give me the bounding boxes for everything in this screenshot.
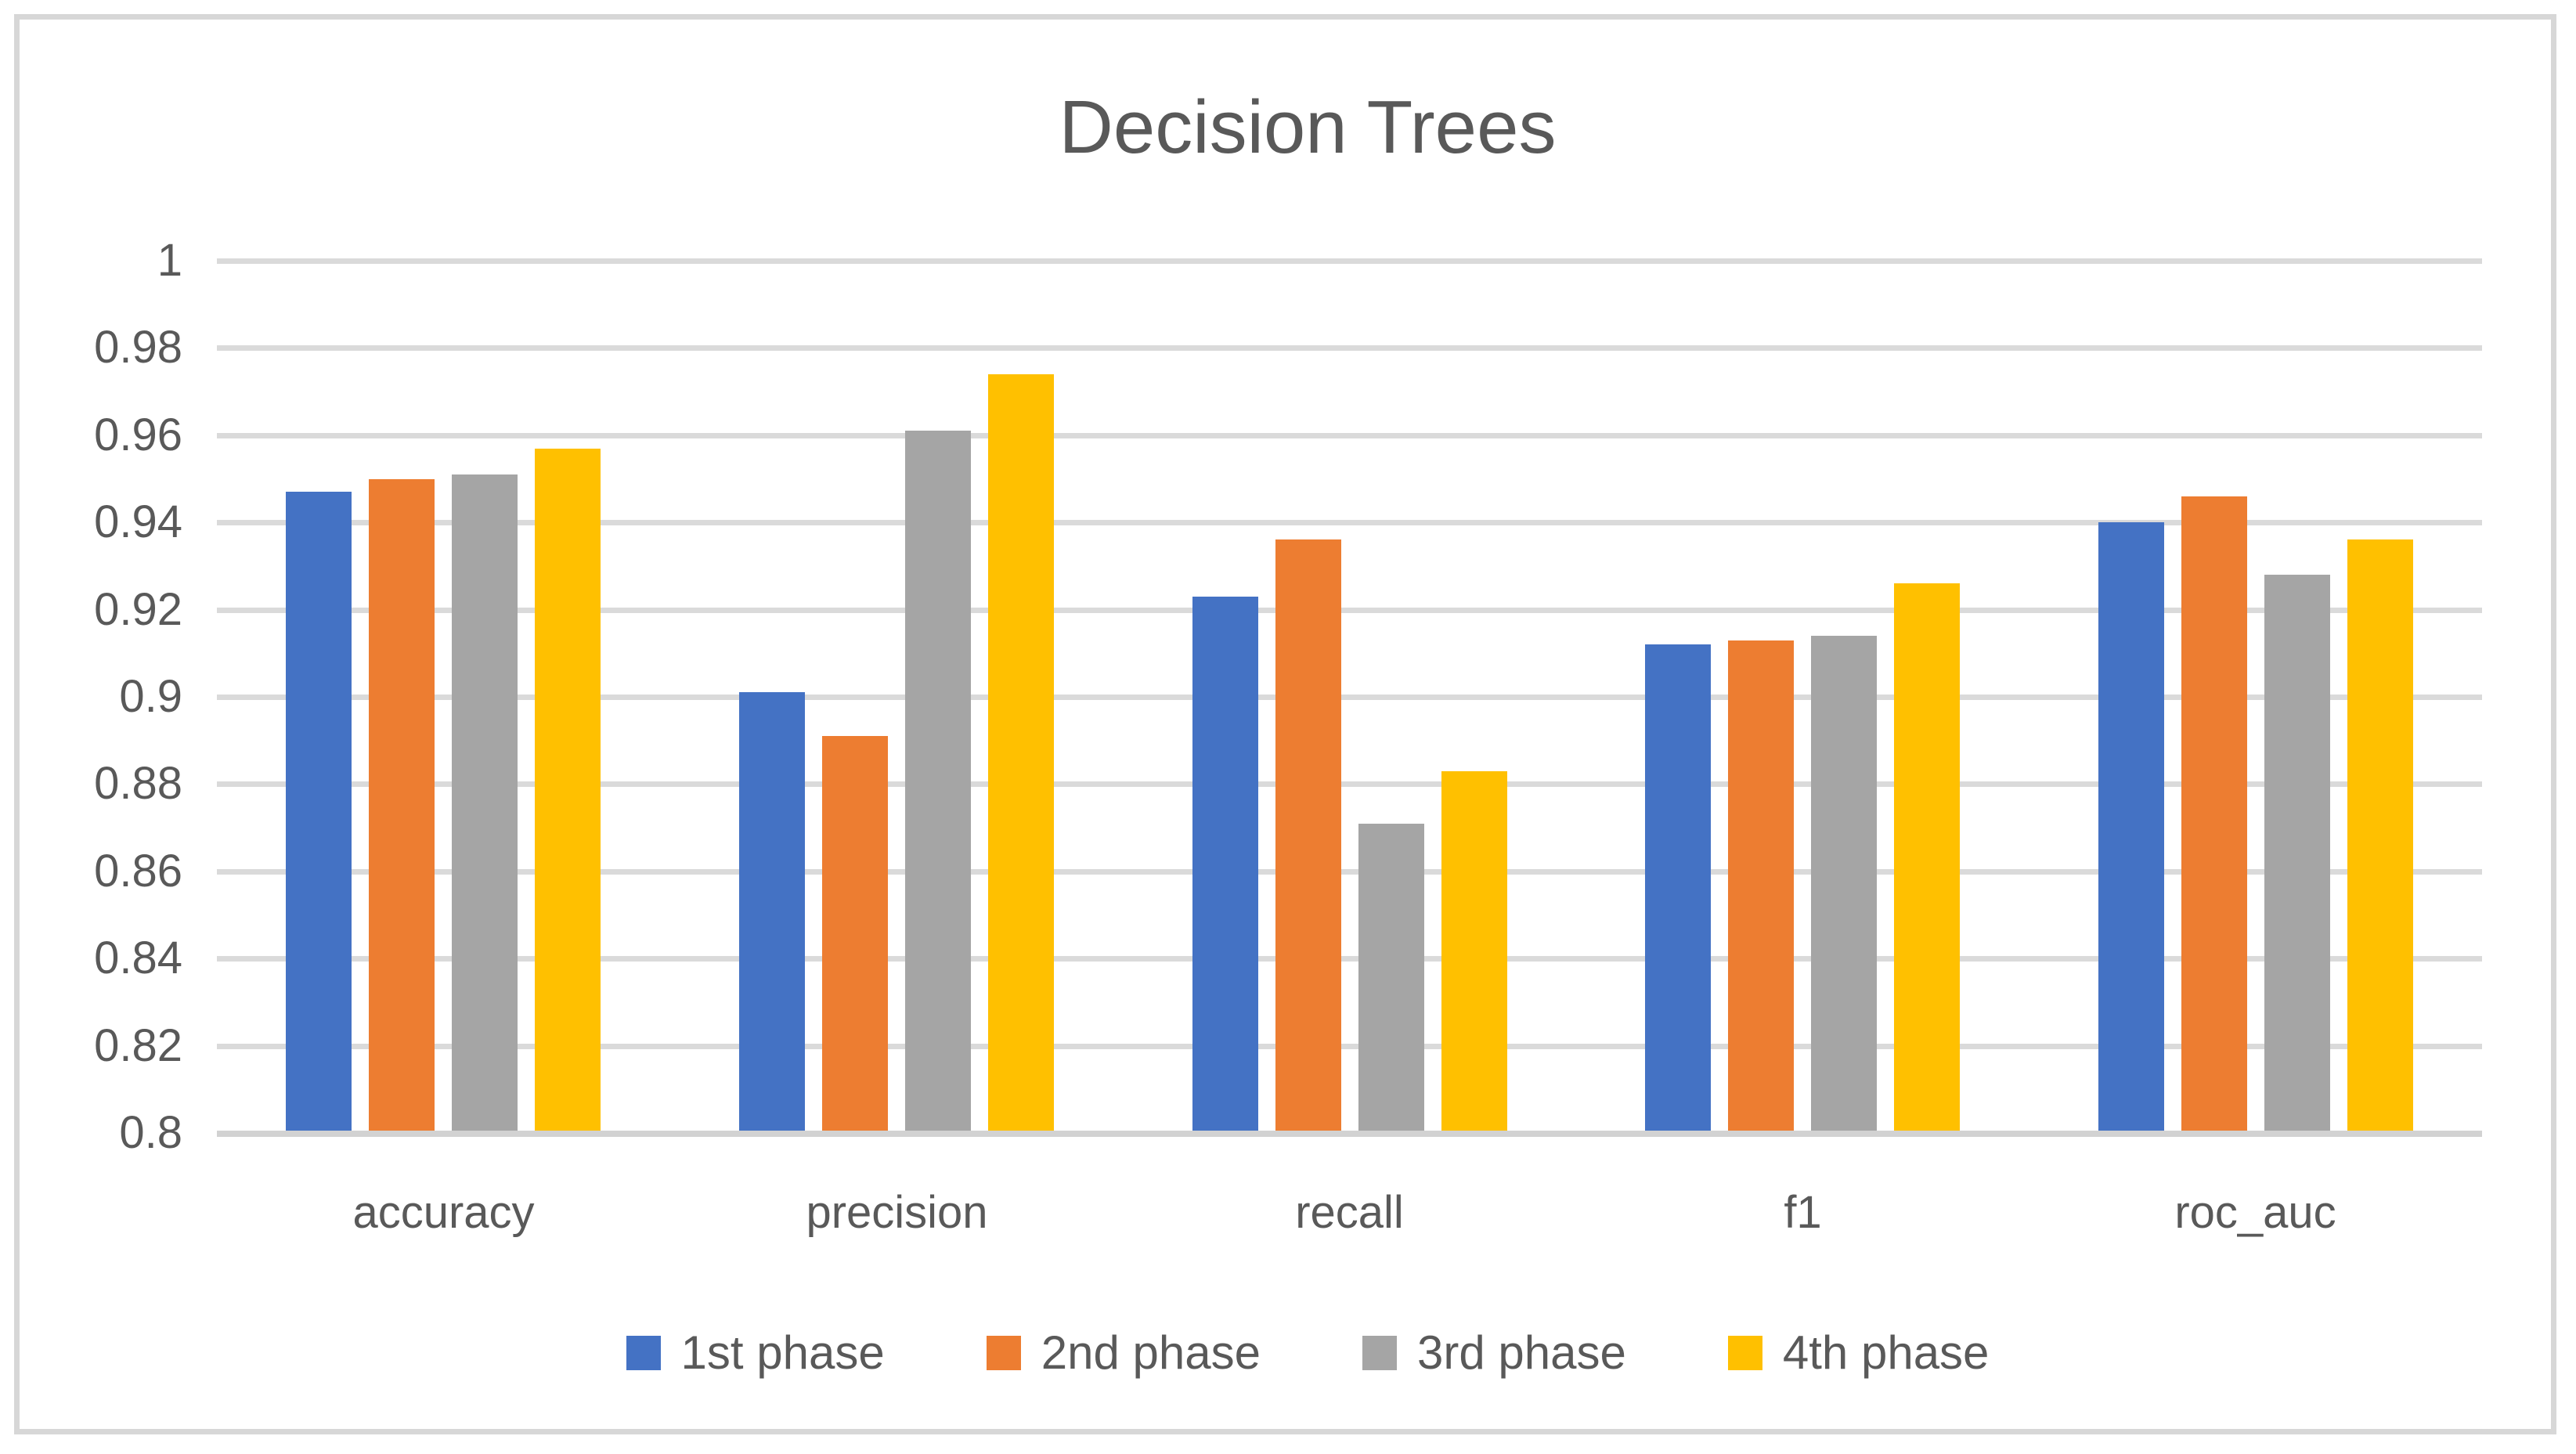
gridline — [217, 956, 2482, 962]
legend-swatch-icon — [626, 1336, 661, 1370]
y-axis-tick-label: 0.92 — [94, 584, 182, 635]
y-axis-tick-label: 0.86 — [94, 846, 182, 897]
y-axis-tick-label: 0.94 — [94, 496, 182, 547]
y-axis-tick-label: 0.88 — [94, 758, 182, 809]
bar-recall-4th-phase — [1441, 771, 1507, 1133]
bar-f1-4th-phase — [1894, 583, 1960, 1133]
x-axis-category-label: roc_auc — [2174, 1187, 2336, 1238]
bar-precision-4th-phase — [988, 374, 1054, 1133]
y-axis-tick-label: 1 — [157, 235, 182, 286]
legend-label: 2nd phase — [1041, 1326, 1261, 1379]
x-axis-category-label: precision — [806, 1187, 988, 1238]
x-axis-category-label: f1 — [1784, 1187, 1822, 1238]
bar-recall-1st-phase — [1192, 597, 1258, 1133]
gridline — [217, 433, 2482, 438]
legend-label: 1st phase — [680, 1326, 885, 1379]
gridline — [217, 1044, 2482, 1049]
bar-roc_auc-4th-phase — [2347, 539, 2413, 1133]
bar-f1-1st-phase — [1645, 644, 1711, 1133]
legend: 1st phase 2nd phase 3rd phase 4th phase — [20, 1326, 2576, 1380]
legend-label: 4th phase — [1782, 1326, 1990, 1379]
chart-title: Decision Trees — [1059, 85, 1557, 169]
bar-precision-1st-phase — [739, 692, 805, 1133]
bar-recall-3rd-phase — [1358, 824, 1424, 1133]
bar-accuracy-2nd-phase — [369, 479, 435, 1133]
gridline — [217, 869, 2482, 875]
bar-roc_auc-1st-phase — [2098, 522, 2164, 1133]
x-axis-line — [217, 1131, 2482, 1137]
gridline — [217, 258, 2482, 264]
legend-item-1st-phase: 1st phase — [626, 1326, 885, 1380]
legend-item-4th-phase: 4th phase — [1727, 1326, 1990, 1380]
legend-item-2nd-phase: 2nd phase — [986, 1326, 1261, 1380]
x-axis-category-label: recall — [1295, 1187, 1404, 1238]
y-axis-tick-label: 0.82 — [94, 1020, 182, 1071]
bar-f1-3rd-phase — [1811, 636, 1877, 1133]
y-axis-tick-label: 0.98 — [94, 322, 182, 373]
gridline — [217, 781, 2482, 787]
y-axis-tick-label: 0.84 — [94, 933, 182, 983]
legend-item-3rd-phase: 3rd phase — [1362, 1326, 1626, 1380]
bar-accuracy-4th-phase — [535, 449, 601, 1133]
gridline — [217, 695, 2482, 700]
x-axis-category-label: accuracy — [352, 1187, 535, 1238]
bar-precision-2nd-phase — [822, 736, 888, 1133]
legend-swatch-icon — [1362, 1336, 1397, 1370]
bar-precision-3rd-phase — [905, 431, 971, 1133]
bar-accuracy-3rd-phase — [452, 474, 518, 1133]
gridline — [217, 608, 2482, 613]
bar-roc_auc-2nd-phase — [2181, 496, 2247, 1133]
bar-f1-2nd-phase — [1728, 640, 1794, 1133]
chart-frame: Decision Trees 1st phase 2nd phase 3rd pha… — [14, 14, 2556, 1434]
legend-label: 3rd phase — [1417, 1326, 1626, 1379]
y-axis-tick-label: 0.9 — [119, 671, 182, 722]
gridline — [217, 520, 2482, 525]
y-axis-tick-label: 0.96 — [94, 410, 182, 460]
y-axis-tick-label: 0.8 — [119, 1107, 182, 1158]
bar-recall-2nd-phase — [1275, 539, 1341, 1133]
legend-swatch-icon — [1727, 1336, 1762, 1370]
gridline — [217, 345, 2482, 351]
bar-accuracy-1st-phase — [286, 492, 352, 1133]
bar-roc_auc-3rd-phase — [2264, 575, 2330, 1133]
legend-swatch-icon — [986, 1336, 1021, 1370]
